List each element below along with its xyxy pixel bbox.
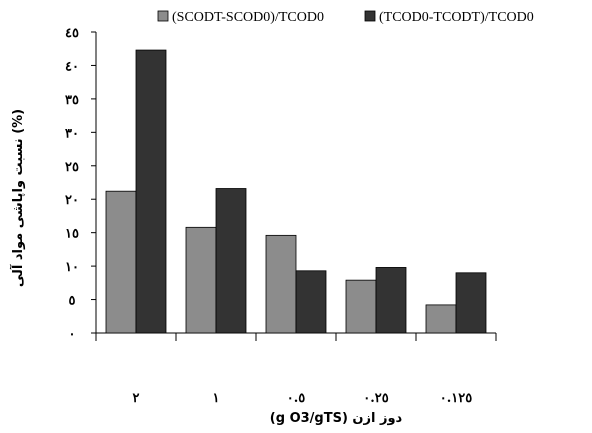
legend-label: (TCOD0-TCODT)/TCOD0 (379, 10, 534, 25)
x-tick-label: ٠.١٢٥ (440, 391, 472, 406)
x-tick-label: ٠.٥ (287, 391, 306, 406)
y-tick-label: ١٠ (65, 260, 79, 275)
y-tick-label: ٢٠ (65, 193, 79, 208)
bar-series-1 (185, 226, 217, 334)
x-axis: ٢ ١ ٠.٥ ٠.٢٥ ٠.١٢٥ (95, 332, 497, 406)
y-tick-label: ١٥ (65, 227, 79, 242)
x-tick-label: ٠.٢٥ (363, 391, 388, 406)
y-tick-label: ٠ (69, 327, 76, 342)
bars (105, 49, 487, 334)
bar-series-2 (215, 188, 247, 334)
legend-swatch (157, 10, 169, 22)
bar-series-1 (345, 279, 377, 334)
legend: (SCODT-SCOD0)/TCOD0 (TCOD0-TCODT)/TCOD0 (157, 10, 534, 25)
bar-series-2 (295, 270, 327, 334)
legend-swatch (364, 10, 376, 22)
y-tick-label: ٣٠ (65, 126, 79, 141)
y-axis: ٠ ٥ ١٠ ١٥ ٢٠ ٢٥ ٣٠ ٣٥ ٤٠ ٤٥ (65, 26, 97, 342)
x-tick-label: ٢ (133, 391, 140, 406)
y-tick-label: ٣٥ (65, 93, 79, 108)
bar-series-2 (375, 267, 407, 334)
bar-series-2 (455, 272, 487, 334)
x-axis-title: دوز ازن (g O3/gTS) (270, 411, 403, 426)
bar-series-1 (265, 234, 297, 334)
bar-series-1 (425, 304, 457, 334)
bar-series-2 (135, 49, 167, 334)
legend-label: (SCODT-SCOD0)/TCOD0 (172, 10, 324, 25)
x-tick-label: ١ (213, 391, 220, 406)
y-tick-label: ٤٠ (65, 59, 79, 74)
y-tick-label: ٥ (69, 294, 76, 309)
bar-series-1 (105, 190, 137, 334)
y-tick-label: ٢٥ (65, 160, 79, 175)
y-axis-title: نسبت واپاشی مواد آلی (%) (9, 109, 26, 287)
y-tick-label: ٤٥ (65, 26, 79, 41)
